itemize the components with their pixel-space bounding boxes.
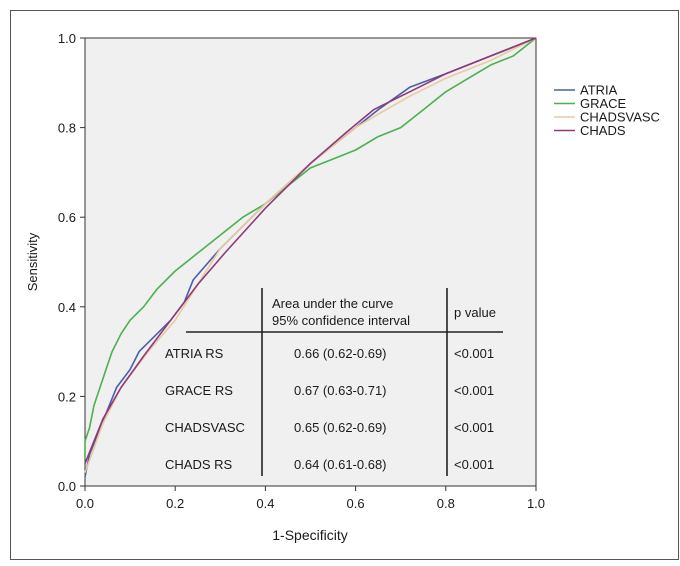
plot-area (84, 37, 537, 487)
table-cell-auc: 0.65 (0.62-0.69) (294, 420, 387, 435)
x-tick-label: 0.6 (347, 496, 365, 511)
table-cell-model: CHADSVASC (165, 420, 245, 435)
annotation-table: Area under the curve 95% confidence inter… (165, 288, 503, 476)
legend-label: GRACE (580, 96, 627, 111)
y-tick-label: 1.0 (58, 31, 76, 46)
table-cell-pvalue: <0.001 (454, 346, 494, 361)
figure-border (10, 10, 679, 560)
series-line-grace (84, 37, 537, 460)
table-cell-model: ATRIA RS (165, 346, 224, 361)
series-line-chads (84, 37, 537, 464)
table-cell-pvalue: <0.001 (454, 383, 494, 398)
y-tick-label: 0.4 (58, 300, 76, 315)
legend-label: ATRIA (580, 83, 618, 98)
y-tick-label: 0.6 (58, 210, 76, 225)
legend-label: CHADS (580, 123, 626, 138)
table-cell-model: GRACE RS (165, 383, 233, 398)
x-axis-label: 1-Specificity (272, 527, 347, 543)
legend-label: CHADSVASC (580, 110, 660, 125)
table-header-auc: Area under the curve (272, 296, 393, 311)
table-cell-auc: 0.67 (0.63-0.71) (294, 383, 387, 398)
x-tick-label: 0.8 (437, 496, 455, 511)
y-tick-label: 0.0 (58, 479, 76, 494)
x-tick-label: 0.4 (256, 496, 274, 511)
series-layer (84, 37, 537, 478)
y-tick-label: 0.2 (58, 389, 76, 404)
x-tick-label: 0.2 (166, 496, 184, 511)
table-cell-pvalue: <0.001 (454, 457, 494, 472)
y-tick-label: 0.8 (58, 121, 76, 136)
chart-frame: 0.0 0.2 0.4 0.6 0.8 1.0 0.0 0.2 0.4 0.6 0.8 1.0 Are… (10, 10, 679, 561)
y-axis-label: Sensitivity (25, 232, 40, 291)
axes-layer: 0.0 0.2 0.4 0.6 0.8 1.0 0.0 0.2 0.4 0.6 0.8 1.0 (58, 31, 545, 511)
x-tick-label: 0.0 (76, 496, 94, 511)
table-header-pvalue: p value (454, 305, 496, 320)
table-cell-auc: 0.66 (0.62-0.69) (294, 346, 387, 361)
roc-chart: 0.0 0.2 0.4 0.6 0.8 1.0 0.0 0.2 0.4 0.6 0.8 1.0 Are… (10, 10, 679, 560)
table-cell-model: CHADS RS (165, 457, 233, 472)
table-cell-auc: 0.64 (0.61-0.68) (294, 457, 387, 472)
series-line-atria (84, 37, 537, 478)
table-cell-pvalue: <0.001 (454, 420, 494, 435)
x-tick-label: 1.0 (527, 496, 545, 511)
table-header-ci: 95% confidence interval (272, 313, 410, 328)
